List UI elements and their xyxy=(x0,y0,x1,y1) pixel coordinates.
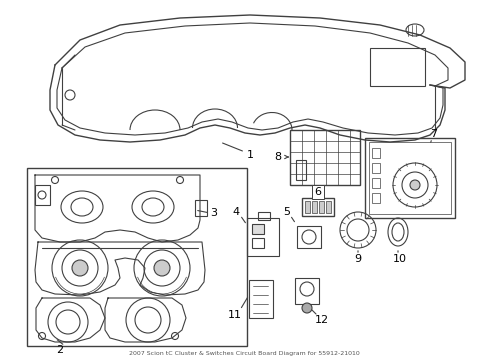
Text: 8: 8 xyxy=(274,152,281,162)
Text: 9: 9 xyxy=(354,254,361,264)
Bar xyxy=(294,278,318,304)
Circle shape xyxy=(409,180,419,190)
Bar xyxy=(369,48,424,86)
Bar xyxy=(305,201,309,213)
Bar xyxy=(27,168,246,346)
Circle shape xyxy=(72,260,88,276)
Bar xyxy=(371,148,379,158)
Bar xyxy=(289,130,359,185)
Text: 3: 3 xyxy=(210,208,217,218)
Text: 10: 10 xyxy=(392,254,406,264)
Bar xyxy=(371,178,379,188)
Text: 12: 12 xyxy=(314,315,328,325)
Text: 4: 4 xyxy=(232,207,239,217)
Text: 5: 5 xyxy=(283,207,290,217)
Bar xyxy=(296,226,320,248)
Bar xyxy=(371,193,379,203)
Bar xyxy=(311,201,316,213)
Text: 2007 Scion tC Cluster & Switches Circuit Board Diagram for 55912-21010: 2007 Scion tC Cluster & Switches Circuit… xyxy=(128,351,359,356)
Text: 7: 7 xyxy=(429,129,437,139)
Text: 11: 11 xyxy=(227,310,242,320)
Bar xyxy=(35,185,50,205)
Text: 2: 2 xyxy=(56,345,63,355)
Text: 6: 6 xyxy=(314,187,321,197)
Bar xyxy=(258,212,269,220)
Bar xyxy=(195,200,206,216)
Bar xyxy=(295,160,305,180)
Circle shape xyxy=(154,260,170,276)
Circle shape xyxy=(302,303,311,313)
Bar xyxy=(246,218,279,256)
Bar xyxy=(364,138,454,218)
Bar xyxy=(251,238,264,248)
Bar xyxy=(248,280,272,318)
Text: 1: 1 xyxy=(246,150,253,160)
Bar xyxy=(368,142,450,214)
Bar xyxy=(371,163,379,173)
Bar xyxy=(251,224,264,234)
Bar xyxy=(302,198,333,216)
Bar xyxy=(325,201,330,213)
Bar xyxy=(318,201,324,213)
